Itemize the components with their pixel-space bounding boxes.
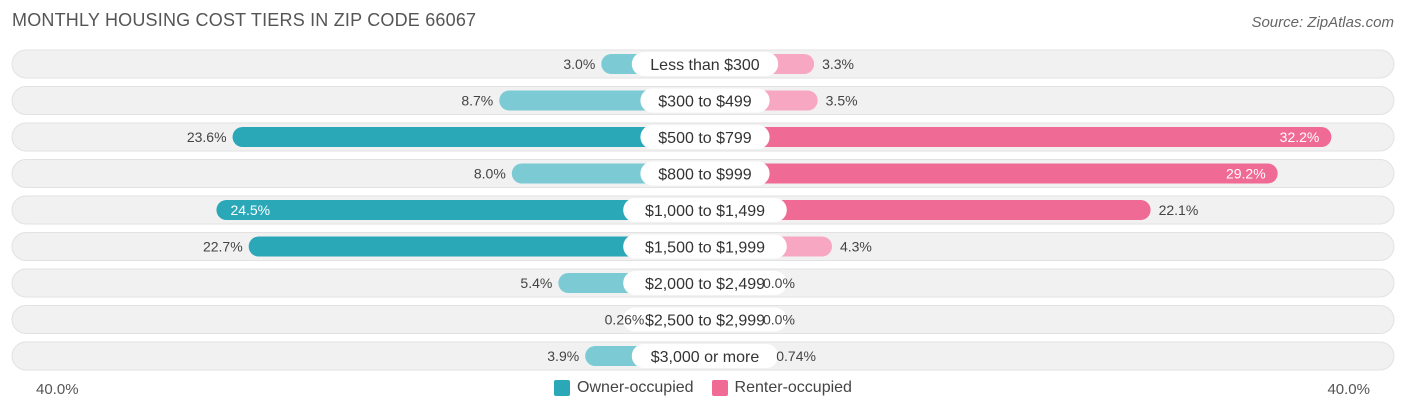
category-pill — [623, 198, 787, 222]
category-label: $500 to $799 — [658, 130, 752, 147]
renter-bar — [705, 163, 1278, 184]
category-pill — [623, 271, 787, 295]
owner-bar — [232, 127, 705, 147]
renter-value-label: 3.5% — [826, 93, 858, 109]
legend: Owner-occupied Renter-occupied — [0, 379, 1406, 397]
chart-title: MONTHLY HOUSING COST TIERS IN ZIP CODE 6… — [12, 10, 477, 30]
category-pill — [640, 88, 770, 113]
axis-right-label: 40.0% — [1327, 381, 1370, 398]
owner-value-label: 22.7% — [203, 239, 243, 255]
category-pill — [631, 52, 779, 76]
category-pill — [623, 234, 787, 259]
category-pill — [640, 125, 770, 149]
category-label: $800 to $999 — [658, 167, 752, 184]
legend-owner-label: Owner-occupied — [577, 379, 694, 396]
legend-renter-swatch — [711, 380, 728, 396]
category-pill — [640, 161, 770, 186]
legend-renter-label: Renter-occupied — [734, 379, 852, 396]
owner-value-label: 23.6% — [187, 129, 227, 145]
axis-left-label: 40.0% — [36, 381, 79, 398]
renter-value-label: 0.0% — [763, 312, 795, 328]
renter-value-label: 0.74% — [776, 348, 816, 364]
source-label: Source: ZipAtlas.com — [1251, 14, 1394, 31]
renter-value-label: 22.1% — [1159, 202, 1199, 218]
legend-owner: Owner-occupied — [554, 379, 694, 397]
legend-owner-swatch — [554, 380, 571, 396]
renter-value-label: 32.2% — [1280, 129, 1320, 145]
renter-bar — [705, 127, 1332, 147]
owner-value-label: 3.0% — [563, 56, 595, 72]
owner-value-label: 5.4% — [520, 275, 552, 291]
category-pill — [631, 344, 779, 368]
category-label: $2,000 to $2,499 — [645, 276, 765, 293]
renter-value-label: 3.3% — [822, 56, 854, 72]
category-label: Less than $300 — [650, 57, 760, 74]
category-label: $3,000 or more — [651, 349, 760, 366]
owner-value-label: 0.26% — [605, 312, 645, 328]
owner-bar — [248, 236, 706, 257]
category-pill — [623, 307, 787, 332]
owner-value-label: 8.7% — [461, 93, 493, 109]
owner-value-label: 8.0% — [474, 166, 506, 182]
owner-value-label: 3.9% — [547, 348, 579, 364]
owner-bar — [216, 200, 705, 220]
category-label: $2,500 to $2,999 — [645, 313, 765, 330]
renter-value-label: 0.0% — [763, 275, 795, 291]
renter-bar — [705, 200, 1151, 220]
category-label: $1,500 to $1,999 — [645, 240, 765, 257]
renter-value-label: 4.3% — [840, 239, 872, 255]
legend-renter: Renter-occupied — [711, 379, 852, 397]
owner-value-label: 24.5% — [230, 202, 270, 218]
category-label: $300 to $499 — [658, 94, 752, 111]
renter-value-label: 29.2% — [1226, 166, 1266, 182]
category-label: $1,000 to $1,499 — [645, 203, 765, 220]
